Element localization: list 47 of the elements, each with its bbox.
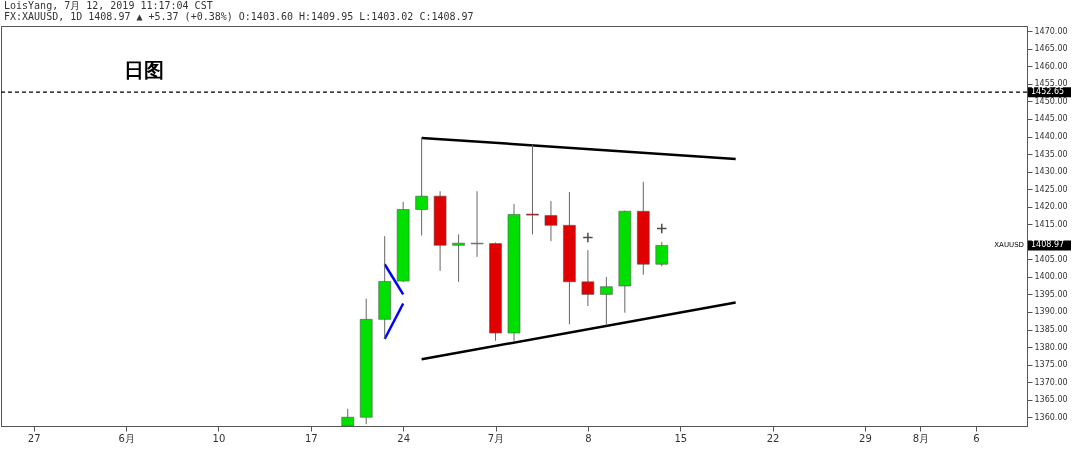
x-tick-label: 10 <box>212 432 226 444</box>
ref-line-label: 1452.65 <box>1031 87 1065 97</box>
y-tick-label: 1465.00 <box>1034 44 1068 54</box>
y-tick-label: 1375.00 <box>1034 360 1068 370</box>
text: FX:XAUUSD, 1D 1408.97 ▲ +5.37 (+0.38%) O:1403.60 H:1409.95 L:1403.02 C:1408.97 <box>4 11 474 22</box>
y-tick-label: 1420.00 <box>1034 202 1068 212</box>
y-tick-label: 1470.00 <box>1034 26 1068 36</box>
candlestick <box>452 233 465 283</box>
candlestick <box>544 200 558 242</box>
y-tick-label: 1455.00 <box>1034 79 1068 89</box>
x-tick-label: 15 <box>674 432 688 444</box>
y-tick-label: 1415.00 <box>1034 219 1068 229</box>
candlestick <box>581 249 595 307</box>
x-tick-label: 17 <box>304 432 318 444</box>
x-tick-label: 27 <box>27 432 41 444</box>
text: 日图 <box>124 58 164 82</box>
y-tick-label: 1370.00 <box>1034 377 1068 387</box>
y-tick-label: 1425.00 <box>1034 184 1068 194</box>
y-tick-label: 1445.00 <box>1034 114 1068 124</box>
x-tick-label: 22 <box>766 432 780 444</box>
y-tick-label: 1460.00 <box>1034 61 1068 71</box>
candlestick <box>470 190 484 258</box>
x-tick-label: 6月 <box>118 432 135 444</box>
x-tick-label: 8月 <box>912 432 930 444</box>
y-tick-label: 1385.00 <box>1034 325 1068 335</box>
text: LoisYang, 7月 12, 2019 11:17:04 CST <box>4 0 213 11</box>
y-tick-label: 1430.00 <box>1034 167 1068 177</box>
y-tick-label: 1400.00 <box>1034 272 1068 282</box>
y-tick-label: 1365.00 <box>1034 395 1068 405</box>
y-tick-label: 1395.00 <box>1034 289 1068 299</box>
x-tick-label: 8 <box>585 432 592 444</box>
x-tick-label: 7月 <box>487 432 505 444</box>
candlestick <box>600 276 613 327</box>
x-tick-label: 24 <box>397 432 411 444</box>
y-tick-label: 1435.00 <box>1034 149 1068 159</box>
y-tick-label: 1360.00 <box>1034 412 1068 422</box>
candlestick <box>655 241 669 267</box>
candlestick <box>415 137 428 236</box>
text: 1408.97 <box>1031 240 1065 250</box>
x-tick-label: 6 <box>973 432 980 444</box>
y-tick-label: 1450.00 <box>1034 96 1068 106</box>
y-tick-label: 1390.00 <box>1034 307 1068 317</box>
x-tick-label: 29 <box>859 432 872 444</box>
y-tick-label: 1380.00 <box>1034 342 1068 352</box>
candlestick <box>526 144 539 235</box>
y-tick-label: 1440.00 <box>1034 132 1068 142</box>
y-tick-label: 1405.00 <box>1034 254 1068 264</box>
